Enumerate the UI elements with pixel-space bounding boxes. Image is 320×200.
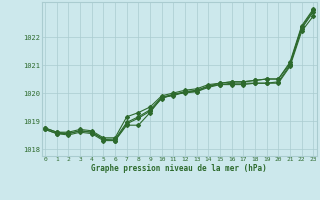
X-axis label: Graphe pression niveau de la mer (hPa): Graphe pression niveau de la mer (hPa) (91, 164, 267, 173)
